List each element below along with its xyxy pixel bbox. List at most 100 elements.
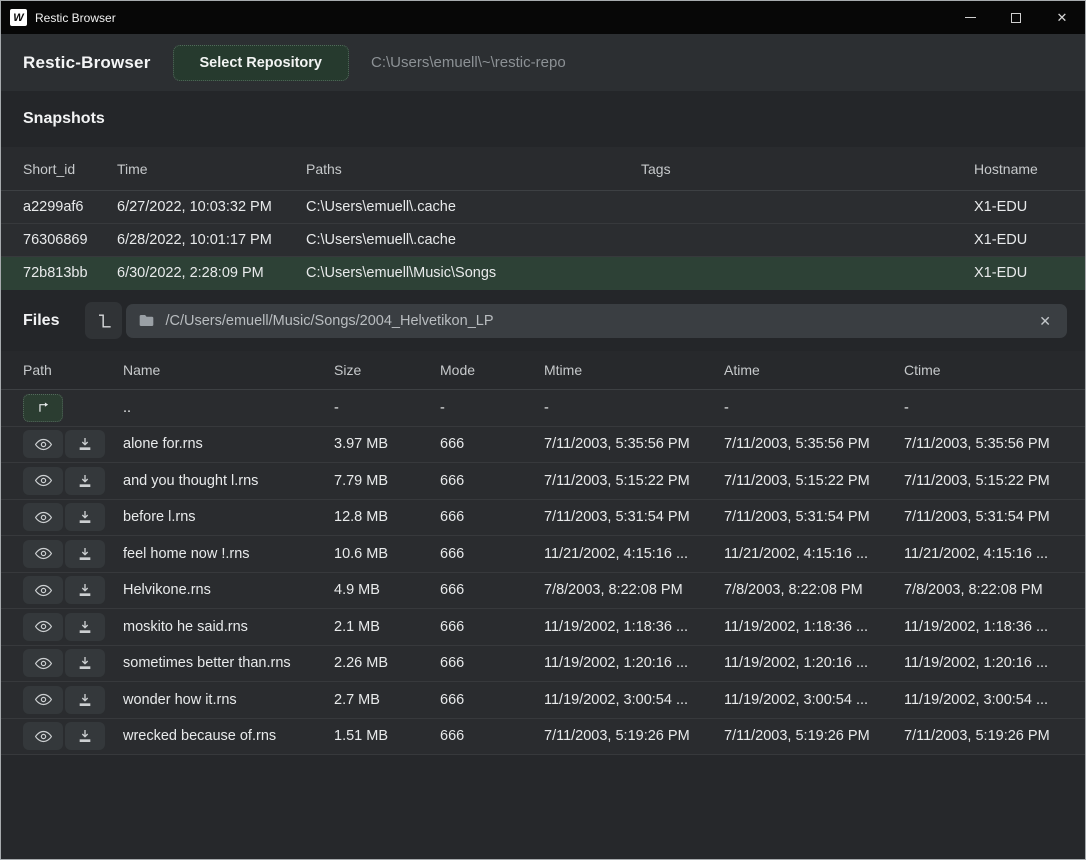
- download-file-button[interactable]: [65, 576, 105, 605]
- eye-icon: [34, 546, 53, 561]
- file-size: -: [334, 399, 339, 416]
- file-mode: 666: [440, 472, 465, 489]
- file-row[interactable]: feel home now !.rns 10.6 MB 666 11/21/20…: [1, 536, 1085, 573]
- download-file-button[interactable]: [65, 430, 105, 459]
- eye-icon: [34, 619, 53, 634]
- preview-file-button[interactable]: [23, 576, 63, 605]
- file-row[interactable]: before l.rns 12.8 MB 666 7/11/2003, 5:31…: [1, 499, 1085, 536]
- preview-file-button[interactable]: [23, 503, 63, 532]
- preview-file-button[interactable]: [23, 722, 63, 751]
- preview-file-button[interactable]: [23, 539, 63, 568]
- preview-file-button[interactable]: [23, 430, 63, 459]
- maximize-icon: [1011, 12, 1021, 23]
- file-size: 12.8 MB: [334, 509, 388, 526]
- col-atime: Atime: [724, 362, 760, 378]
- col-path: Path: [23, 362, 52, 378]
- download-icon: [77, 546, 93, 562]
- preview-file-button[interactable]: [23, 685, 63, 714]
- snapshots-title: Snapshots: [23, 110, 105, 127]
- file-size: 3.97 MB: [334, 436, 388, 453]
- minimize-icon: [964, 17, 976, 18]
- snapshot-row[interactable]: a2299af6 6/27/2022, 10:03:32 PM C:\Users…: [1, 191, 1085, 224]
- preview-file-button[interactable]: [23, 649, 63, 678]
- files-table-header: Path Name Size Mode Mtime Atime Ctime: [1, 351, 1085, 390]
- file-ctime: -: [904, 399, 909, 416]
- snapshot-hostname: X1-EDU: [974, 199, 1028, 215]
- clear-icon: ✕: [1039, 312, 1051, 329]
- file-mtime: 7/11/2003, 5:35:56 PM: [544, 436, 690, 453]
- snapshot-row-selected[interactable]: 72b813bb 6/30/2022, 2:28:09 PM C:\Users\…: [1, 257, 1085, 290]
- file-atime: 11/21/2002, 4:15:16 ...: [724, 545, 869, 562]
- download-file-button[interactable]: [65, 722, 105, 751]
- snapshot-paths: C:\Users\emuell\Music\Songs: [306, 265, 497, 281]
- file-size: 2.26 MB: [334, 655, 388, 672]
- col-tags: Tags: [641, 160, 671, 177]
- go-parent-button[interactable]: [23, 393, 63, 422]
- file-name: feel home now !.rns: [123, 545, 250, 562]
- close-icon: ✕: [1056, 10, 1068, 25]
- file-row[interactable]: Helvikone.rns 4.9 MB 666 7/8/2003, 8:22:…: [1, 572, 1085, 609]
- file-atime: 7/11/2003, 5:31:54 PM: [724, 509, 870, 526]
- snapshot-row[interactable]: 76306869 6/28/2022, 10:01:17 PM C:\Users…: [1, 224, 1085, 257]
- eye-icon: [34, 729, 53, 744]
- select-repository-button[interactable]: Select Repository: [172, 44, 350, 81]
- file-path-input[interactable]: /C/Users/emuell/Music/Songs/2004_Helveti…: [126, 303, 1067, 338]
- col-name: Name: [123, 362, 161, 378]
- file-row[interactable]: moskito he said.rns 2.1 MB 666 11/19/200…: [1, 609, 1085, 646]
- file-mtime: 11/19/2002, 1:18:36 ...: [544, 618, 689, 635]
- download-file-button[interactable]: [65, 503, 105, 532]
- file-path-value: /C/Users/emuell/Music/Songs/2004_Helveti…: [165, 312, 494, 329]
- file-row[interactable]: alone for.rns 3.97 MB 666 7/11/2003, 5:3…: [1, 426, 1085, 463]
- file-ctime: 7/11/2003, 5:31:54 PM: [904, 509, 1050, 526]
- app-header: Restic-Browser Select Repository C:\User…: [1, 34, 1085, 91]
- preview-file-button[interactable]: [23, 612, 63, 641]
- file-row[interactable]: wonder how it.rns 2.7 MB 666 11/19/2002,…: [1, 682, 1085, 719]
- col-short-id: Short_id: [23, 160, 76, 177]
- close-button[interactable]: ✕: [1039, 1, 1085, 34]
- level-up-icon: [94, 311, 114, 331]
- file-mode: 666: [440, 655, 465, 672]
- file-name: alone for.rns: [123, 436, 203, 453]
- file-atime: 11/19/2002, 1:18:36 ...: [724, 618, 869, 635]
- snapshot-short-id: 72b813bb: [23, 265, 88, 281]
- clear-path-button[interactable]: ✕: [1035, 312, 1055, 330]
- file-ctime: 7/11/2003, 5:35:56 PM: [904, 436, 1050, 453]
- file-mtime: 11/21/2002, 4:15:16 ...: [544, 545, 689, 562]
- download-file-button[interactable]: [65, 539, 105, 568]
- snapshot-hostname: X1-EDU: [974, 232, 1028, 248]
- folder-icon: [138, 313, 155, 328]
- download-file-button[interactable]: [65, 685, 105, 714]
- file-name: Helvikone.rns: [123, 582, 211, 599]
- file-atime: -: [724, 399, 729, 416]
- download-icon: [77, 582, 93, 598]
- col-paths: Paths: [306, 160, 342, 177]
- col-time: Time: [117, 160, 148, 177]
- file-row[interactable]: and you thought l.rns 7.79 MB 666 7/11/2…: [1, 463, 1085, 500]
- file-name: before l.rns: [123, 509, 196, 526]
- download-file-button[interactable]: [65, 466, 105, 495]
- preview-file-button[interactable]: [23, 466, 63, 495]
- download-file-button[interactable]: [65, 649, 105, 678]
- file-mode: 666: [440, 545, 465, 562]
- maximize-button[interactable]: [993, 1, 1039, 34]
- file-size: 7.79 MB: [334, 472, 388, 489]
- file-name: moskito he said.rns: [123, 618, 248, 635]
- file-row[interactable]: wrecked because of.rns 1.51 MB 666 7/11/…: [1, 718, 1085, 755]
- eye-icon: [34, 583, 53, 598]
- snapshot-time: 6/28/2022, 10:01:17 PM: [117, 232, 272, 248]
- minimize-button[interactable]: [947, 1, 993, 34]
- app-title: Restic-Browser: [23, 52, 151, 72]
- download-file-button[interactable]: [65, 612, 105, 641]
- file-mode: 666: [440, 728, 465, 745]
- tree-level-button[interactable]: [85, 302, 123, 339]
- file-mtime: 7/8/2003, 8:22:08 PM: [544, 582, 683, 599]
- snapshots-section-header: Snapshots: [1, 91, 1085, 147]
- file-row[interactable]: sometimes better than.rns 2.26 MB 666 11…: [1, 645, 1085, 682]
- parent-dir-row[interactable]: .. - - - - -: [1, 390, 1085, 427]
- file-size: 2.7 MB: [334, 691, 380, 708]
- snapshot-paths: C:\Users\emuell\.cache: [306, 199, 456, 215]
- file-name: wrecked because of.rns: [123, 728, 277, 745]
- app-icon: W: [10, 9, 27, 26]
- snapshot-short-id: a2299af6: [23, 199, 84, 215]
- snapshot-time: 6/30/2022, 2:28:09 PM: [117, 265, 264, 281]
